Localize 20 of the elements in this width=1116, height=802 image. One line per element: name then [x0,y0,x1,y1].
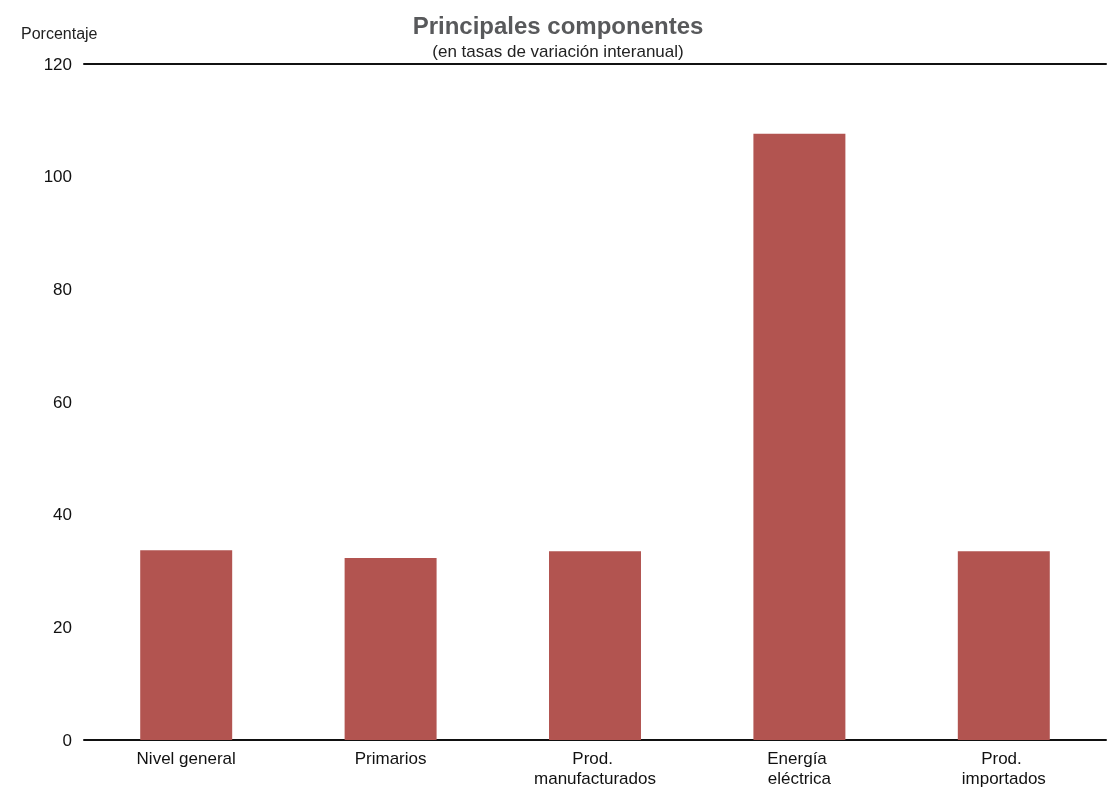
x-tick-label: Prod. importados [961,748,1046,788]
x-tick-label: Primarios [354,748,427,768]
chart-subtitle: (en tasas de variación interanual) [432,42,684,61]
y-tick-label: 20 [53,617,72,637]
bar [140,550,233,740]
x-tick-label: Prod. manufacturados [534,748,656,788]
bar [344,558,437,740]
x-tick-label: Energía eléctrica [767,748,832,788]
y-tick-label: 0 [62,730,72,750]
y-axis-title: Porcentaje [21,24,98,42]
chart-title: Principales componentes [412,11,704,39]
bar [753,133,846,740]
x-tick-label: Nivel general [136,748,236,768]
bar [549,551,641,740]
y-tick-label: 60 [53,392,72,412]
bar [957,551,1050,740]
y-tick-label: 40 [53,505,72,525]
y-tick-label: 80 [53,279,72,299]
y-tick-label: 120 [43,54,72,74]
y-tick-label: 100 [43,167,72,187]
